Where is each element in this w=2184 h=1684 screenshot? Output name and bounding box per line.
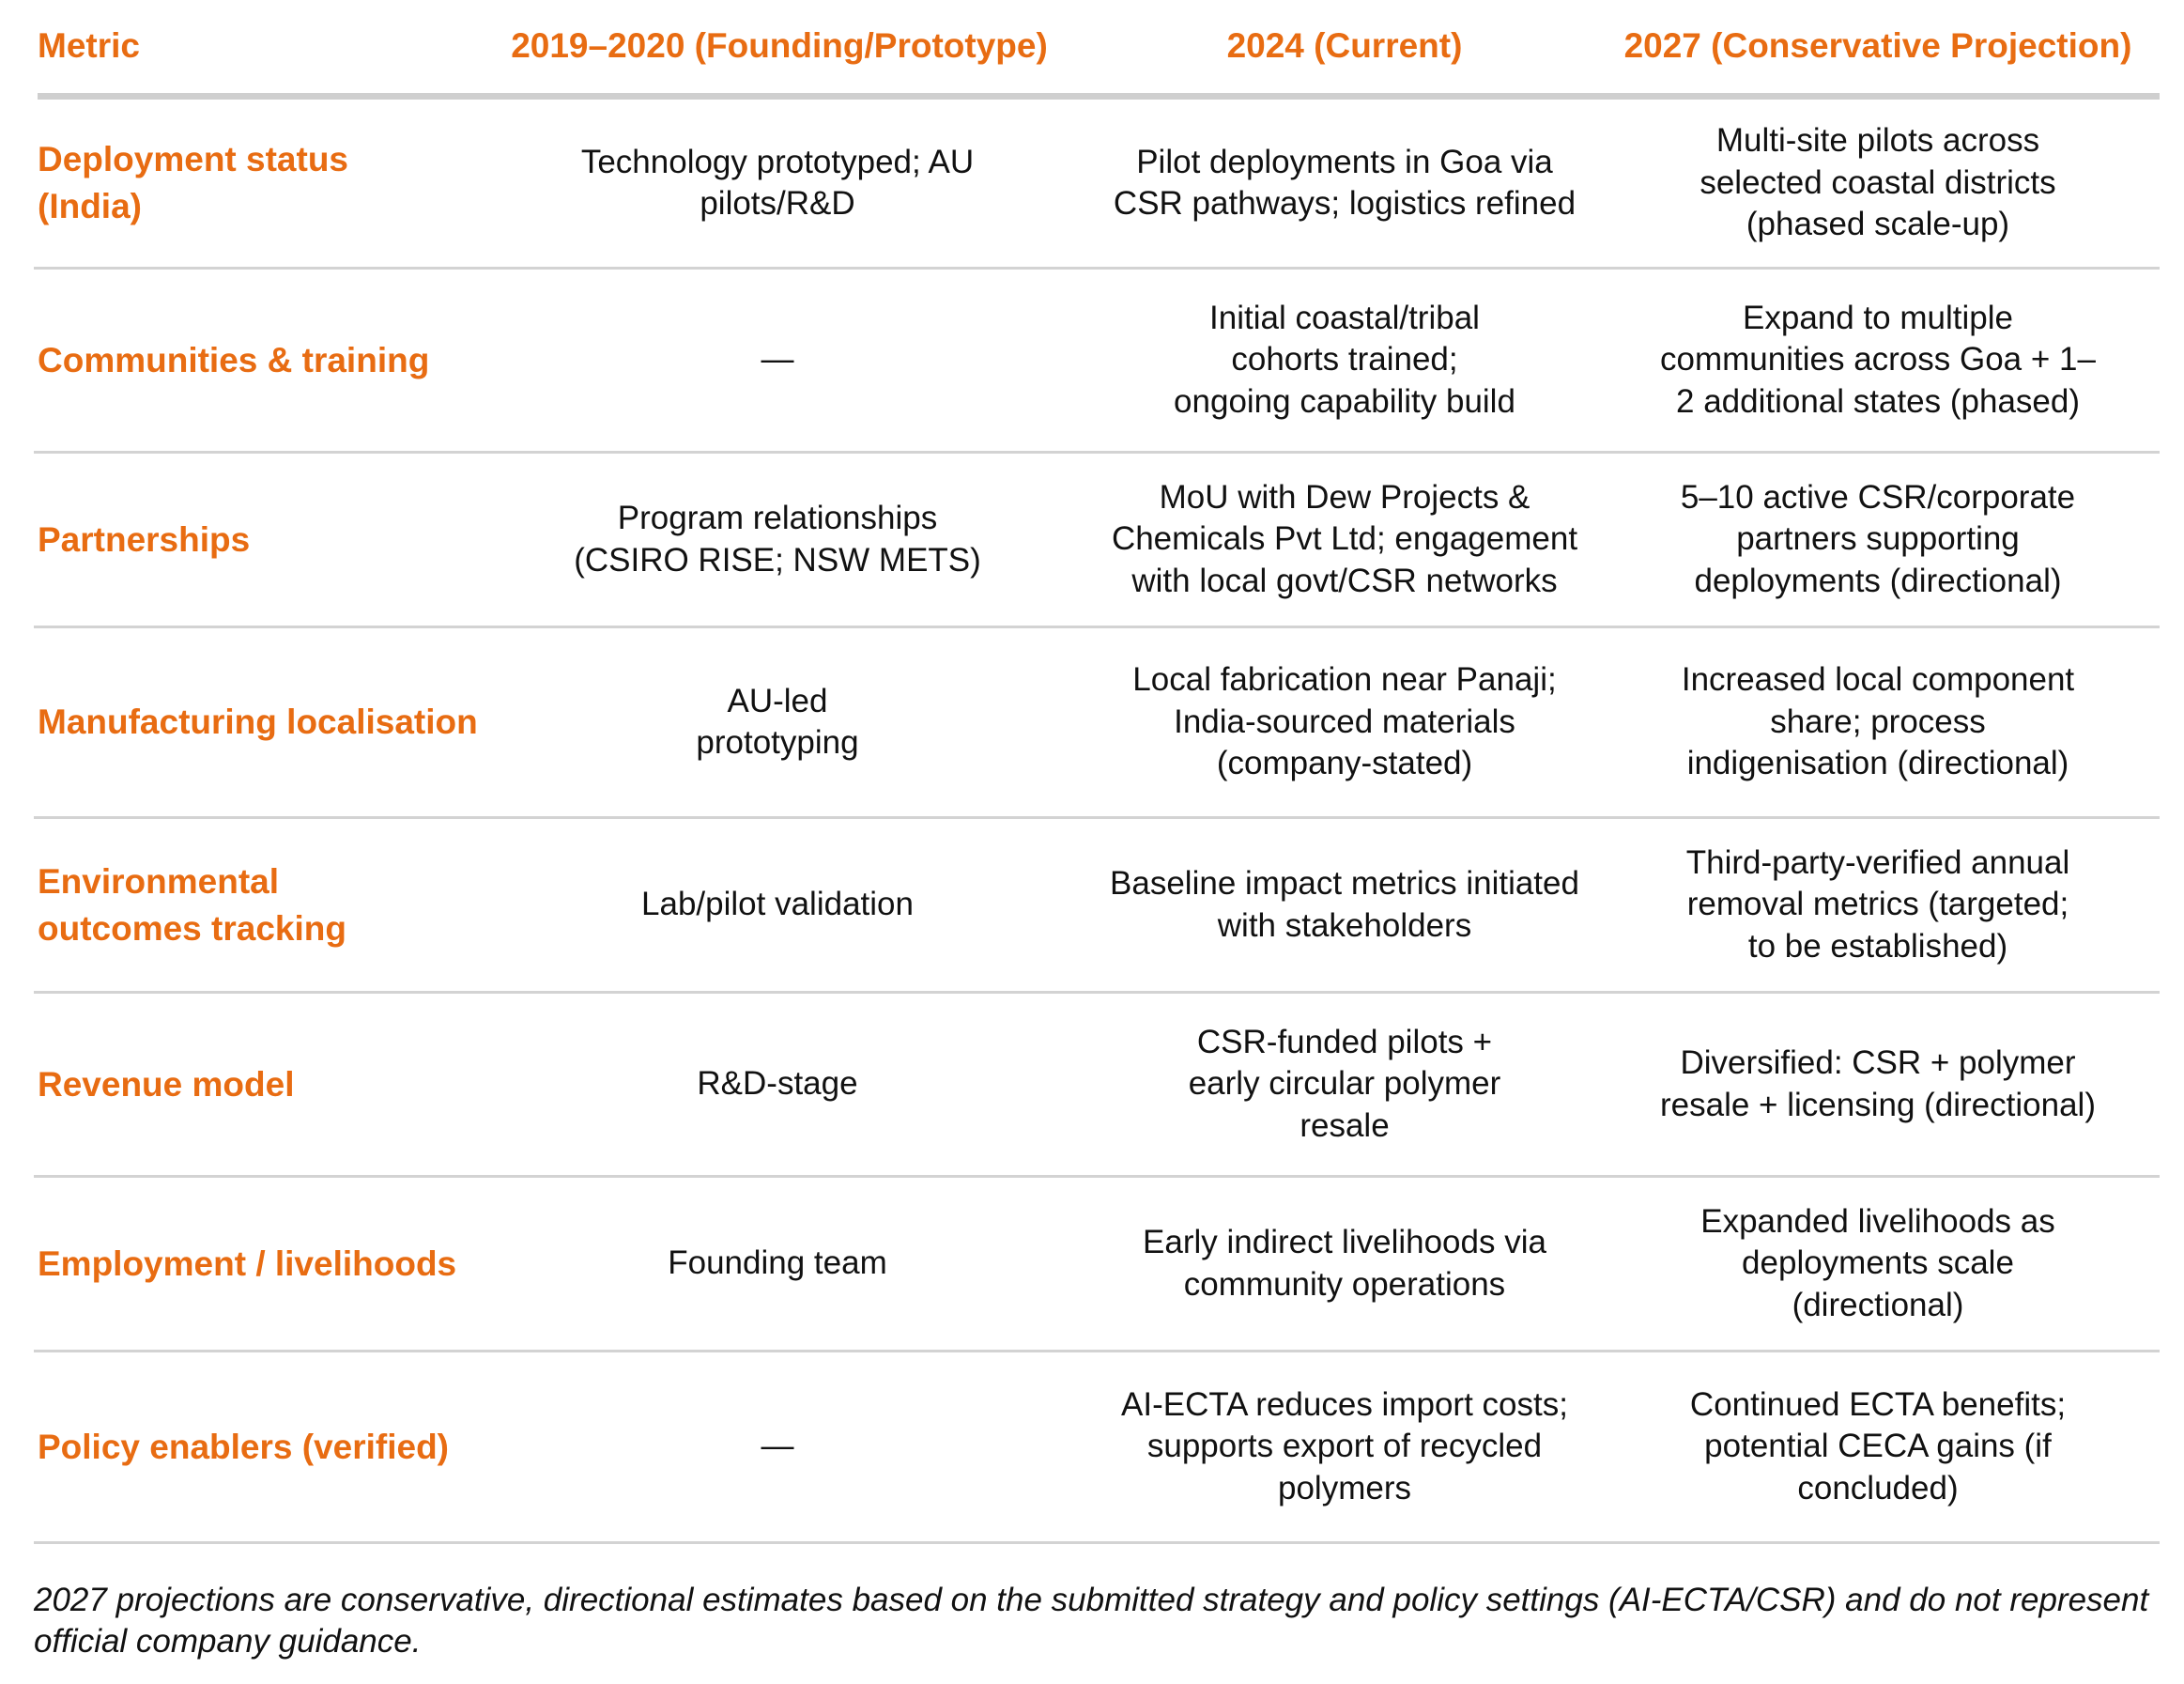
cell-2024: Initial coastal/tribal cohorts trained; …	[1174, 299, 1515, 420]
header-metric: Metric	[38, 26, 140, 65]
row-metric-label: Communities & training	[38, 270, 526, 451]
header-2024: 2024 (Current)	[1226, 26, 1463, 65]
cell-2027: Diversified: CSR + polymer resale + lice…	[1660, 1044, 2096, 1123]
row-metric-label: Environmental outcomes tracking	[38, 819, 526, 991]
cell-2024: Local fabrication near Panaji; India-sou…	[1132, 661, 1557, 782]
table-row: Policy enablers (verified) — AI-ECTA red…	[0, 1352, 2184, 1541]
cell-2019-2020: Lab/pilot validation	[641, 886, 914, 923]
cell-2024: AI-ECTA reduces import costs; supports e…	[1121, 1385, 1568, 1506]
row-divider	[34, 267, 2160, 270]
cell-2027: Continued ECTA benefits; potential CECA …	[1689, 1385, 2067, 1506]
row-metric-text: Environmental outcomes tracking	[38, 861, 346, 948]
cell-2024: CSR-funded pilots + early circular polym…	[1188, 1023, 1501, 1144]
table-row: Communities & training — Initial coastal…	[0, 270, 2184, 451]
cell-2024: Pilot deployments in Goa via CSR pathway…	[1113, 143, 1576, 223]
cell-2027: Expanded livelihoods as deployments scal…	[1700, 1202, 2055, 1323]
row-divider	[34, 1175, 2160, 1178]
cell-2024: Early indirect livelihoods via community…	[1143, 1224, 1546, 1303]
table-row: Manufacturing localisation AU-led protot…	[0, 628, 2184, 816]
table-row: Deployment status (India) Technology pro…	[0, 100, 2184, 267]
cell-2019-2020: —	[761, 341, 794, 379]
cell-2019-2020: Technology prototyped; AU pilots/R&D	[580, 143, 975, 223]
cell-2024: MoU with Dew Projects & Chemicals Pvt Lt…	[1111, 478, 1578, 599]
row-metric-text: Deployment status (India)	[38, 140, 349, 225]
header-2019-2020: 2019–2020 (Founding/Prototype)	[511, 26, 1048, 65]
row-divider	[34, 816, 2160, 819]
cell-2019-2020: Program relationships (CSIRO RISE; NSW M…	[574, 500, 981, 579]
row-divider	[34, 1350, 2160, 1352]
row-metric-label: Manufacturing localisation	[38, 628, 526, 816]
row-metric-label: Revenue model	[38, 994, 526, 1175]
row-divider	[34, 991, 2160, 994]
header-divider	[38, 93, 2160, 100]
table-header: Metric 2019–2020 (Founding/Prototype) 20…	[0, 0, 2184, 94]
cell-2027: Third-party-verified annual removal metr…	[1685, 843, 2070, 965]
row-metric-label: Deployment status (India)	[38, 100, 526, 267]
cell-2027: Expand to multiple communities across Go…	[1660, 299, 2096, 420]
table-row: Partnerships Program relationships (CSIR…	[0, 454, 2184, 626]
cell-2024: Baseline impact metrics initiated with s…	[1110, 865, 1579, 944]
cell-2027: Multi-site pilots across selected coasta…	[1700, 122, 2056, 243]
cell-2019-2020: AU-led prototyping	[696, 682, 859, 762]
row-metric-text: Policy enablers (verified)	[38, 1427, 450, 1466]
table-row: Revenue model R&D-stage CSR-funded pilot…	[0, 994, 2184, 1175]
cell-2019-2020: —	[761, 1428, 794, 1465]
row-divider	[34, 1541, 2160, 1544]
cell-2019-2020: R&D-stage	[697, 1065, 858, 1103]
table-footnote: 2027 projections are conservative, direc…	[34, 1582, 2149, 1660]
cell-2027: Increased local component share; process…	[1681, 661, 2075, 782]
row-metric-label: Employment / livelihoods	[38, 1178, 526, 1350]
row-divider	[34, 451, 2160, 454]
row-metric-text: Partnerships	[38, 519, 251, 559]
row-metric-label: Partnerships	[38, 454, 526, 626]
table-row: Employment / livelihoods Founding team E…	[0, 1178, 2184, 1350]
row-metric-text: Employment / livelihoods	[38, 1244, 457, 1283]
cell-2027: 5–10 active CSR/corporate partners suppo…	[1680, 478, 2076, 599]
row-metric-text: Manufacturing localisation	[38, 703, 478, 741]
row-divider	[34, 626, 2160, 628]
table-row: Environmental outcomes tracking Lab/pilo…	[0, 819, 2184, 991]
header-2027: 2027 (Conservative Projection)	[1623, 26, 2132, 65]
cell-2019-2020: Founding team	[668, 1244, 887, 1282]
row-metric-label: Policy enablers (verified)	[38, 1352, 526, 1541]
row-metric-text: Communities & training	[38, 340, 430, 379]
row-metric-text: Revenue model	[38, 1064, 295, 1104]
